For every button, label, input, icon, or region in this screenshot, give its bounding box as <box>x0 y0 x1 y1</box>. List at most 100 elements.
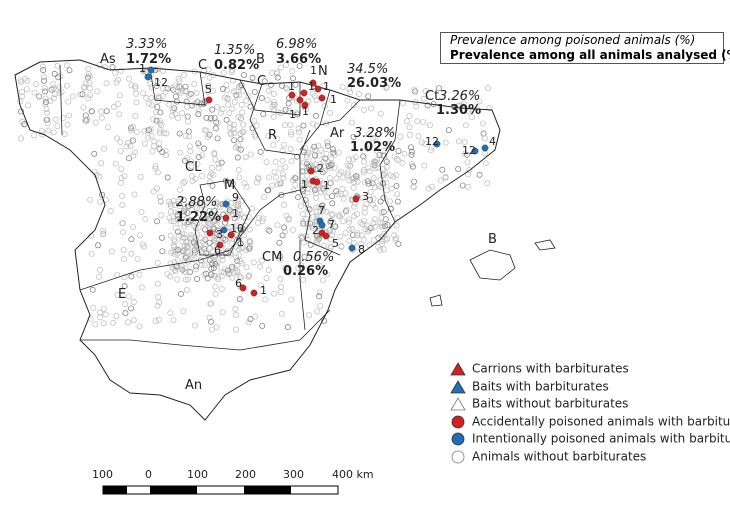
sample-point <box>163 130 170 137</box>
accidental-poisoning-marker[interactable] <box>216 241 224 249</box>
sample-point <box>383 84 390 91</box>
sample-point <box>237 136 244 143</box>
sample-point <box>282 106 289 113</box>
sample-point <box>193 197 200 204</box>
marker-count: 1 <box>260 284 267 297</box>
intentional-poisoning-marker[interactable] <box>348 244 356 252</box>
sample-point <box>274 74 281 81</box>
sample-point <box>243 264 250 271</box>
accidental-poisoning-marker[interactable] <box>288 91 296 99</box>
sample-point <box>212 253 219 260</box>
sample-point <box>188 201 195 208</box>
accidental-poisoning-marker[interactable] <box>314 85 322 93</box>
legend-label: Baits without barbiturates <box>472 396 629 411</box>
sample-point <box>320 83 327 90</box>
sample-point <box>240 121 247 128</box>
sample-point <box>455 138 462 145</box>
sample-point <box>295 125 302 132</box>
sample-point <box>97 314 104 321</box>
accidental-poisoning-marker[interactable] <box>205 96 213 104</box>
sample-point <box>312 186 319 193</box>
sample-point <box>247 316 254 323</box>
accidental-poisoning-marker[interactable] <box>296 96 304 104</box>
sample-point <box>65 98 72 105</box>
sample-point <box>108 248 115 255</box>
sample-point <box>171 236 177 243</box>
sample-point <box>185 118 192 125</box>
intentional-poisoning-marker[interactable] <box>471 147 479 155</box>
sample-point <box>237 240 244 247</box>
accidental-poisoning-marker[interactable] <box>227 231 235 239</box>
sample-point <box>193 199 200 206</box>
sample-point <box>158 212 165 219</box>
sample-point <box>110 319 116 326</box>
sample-point <box>195 111 202 118</box>
accidental-poisoning-marker[interactable] <box>222 214 230 222</box>
intentional-poisoning-marker[interactable] <box>220 226 228 234</box>
intentional-poisoning-marker[interactable] <box>318 221 326 229</box>
sample-point <box>56 84 63 91</box>
sample-point <box>180 308 187 315</box>
sample-point <box>44 116 51 123</box>
accidental-poisoning-marker[interactable] <box>239 284 247 292</box>
accidental-poisoning-marker[interactable] <box>307 167 315 175</box>
sample-point <box>88 108 95 115</box>
red-circle-icon <box>451 415 465 428</box>
sample-point <box>156 130 163 136</box>
accidental-poisoning-marker[interactable] <box>352 195 360 203</box>
sample-point <box>148 95 155 102</box>
sample-point <box>212 261 219 267</box>
sample-point <box>464 183 471 190</box>
sample-point <box>210 171 217 178</box>
accidental-poisoning-marker[interactable] <box>250 289 258 297</box>
red-triangle-icon <box>450 362 466 376</box>
intentional-poisoning-marker[interactable] <box>144 73 152 81</box>
sample-point <box>350 156 356 163</box>
sample-point <box>126 293 132 300</box>
accidental-poisoning-marker[interactable] <box>301 101 309 109</box>
sample-point <box>251 118 258 125</box>
region-code-e: E <box>118 287 127 302</box>
sample-point <box>212 125 219 132</box>
sample-point <box>313 204 320 211</box>
sample-point <box>274 135 281 142</box>
all-animals-prevalence: 1.22% <box>176 210 222 225</box>
sample-point <box>338 243 345 250</box>
intentional-poisoning-marker[interactable] <box>222 200 230 208</box>
sample-point <box>271 98 277 105</box>
intentional-poisoning-marker[interactable] <box>147 66 155 74</box>
sample-point <box>363 201 370 208</box>
sample-point <box>365 131 372 138</box>
sample-point <box>157 127 164 134</box>
sample-point <box>121 283 128 290</box>
sample-point <box>282 265 289 271</box>
sample-point <box>170 107 177 114</box>
sample-point <box>356 91 362 97</box>
accidental-poisoning-marker[interactable] <box>300 89 308 97</box>
accidental-poisoning-marker[interactable] <box>313 178 321 186</box>
sample-point <box>316 293 323 300</box>
sample-point <box>149 102 155 109</box>
sample-point <box>414 118 421 125</box>
accidental-poisoning-marker[interactable] <box>322 232 330 240</box>
sample-point <box>111 103 117 110</box>
accidental-poisoning-marker[interactable] <box>318 94 326 102</box>
region-code-ar: Ar <box>330 126 345 141</box>
sample-point <box>19 89 25 95</box>
sample-point <box>247 151 254 158</box>
accidental-poisoning-marker[interactable] <box>309 79 317 87</box>
sample-point <box>242 154 249 161</box>
intentional-poisoning-marker[interactable] <box>433 140 441 148</box>
sample-point <box>230 88 237 95</box>
accidental-poisoning-marker[interactable] <box>206 229 214 237</box>
sample-point <box>361 158 368 165</box>
sample-point <box>279 157 286 164</box>
sample-point <box>140 90 147 97</box>
scale-label: 100 <box>92 468 113 481</box>
sample-point <box>194 160 201 167</box>
sample-point <box>181 157 188 164</box>
intentional-poisoning-marker[interactable] <box>481 144 489 152</box>
marker-count: 2 <box>317 162 324 175</box>
marker-count: 1 <box>323 179 330 192</box>
sample-point <box>312 152 319 159</box>
